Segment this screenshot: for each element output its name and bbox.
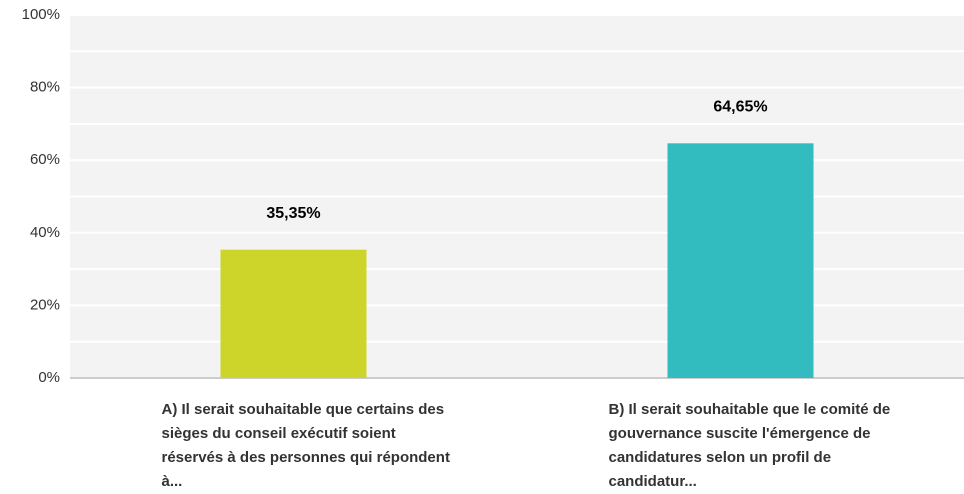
- y-tick-label: 20%: [30, 296, 60, 313]
- bar: [667, 143, 814, 378]
- y-tick-label: 40%: [30, 224, 60, 241]
- value-label: 64,65%: [713, 99, 767, 116]
- y-tick-label: 80%: [30, 79, 60, 96]
- x-tick-label: A) Il serait souhaitable que certains de…: [161, 401, 450, 490]
- y-tick-label: 0%: [38, 369, 60, 386]
- value-label: 35,35%: [266, 205, 320, 222]
- y-tick-label: 60%: [30, 151, 60, 168]
- x-tick-label: B) Il serait souhaitable que le comité d…: [608, 401, 891, 490]
- y-tick-label: 100%: [22, 6, 60, 23]
- bar: [220, 249, 367, 378]
